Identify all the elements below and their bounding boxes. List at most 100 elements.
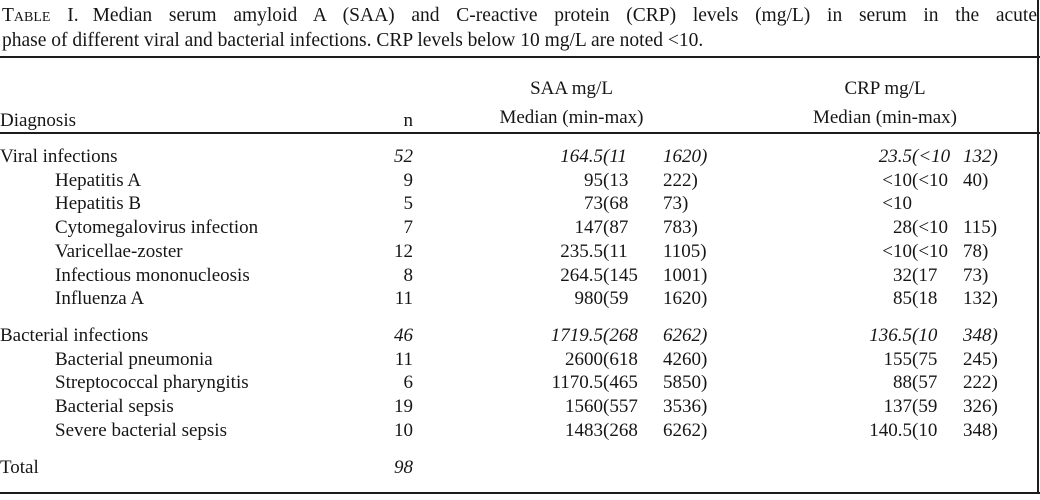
saa-max-cell: 6262): [663, 324, 708, 346]
table-row-influenza-a: Influenza A 11 980 (59 1620) 85 (18 132): [0, 287, 1040, 311]
header-saa: SAA mg/L Median (min-max): [413, 58, 730, 132]
crp-min-cell: (10: [912, 324, 938, 346]
crp-min-cell: (18: [912, 288, 938, 310]
crp-max-cell: 348): [963, 324, 998, 346]
diagnosis-cell: Severe bacterial sepsis: [55, 419, 227, 441]
saa-median-cell: 980: [574, 288, 604, 310]
crp-min-cell: (17: [912, 264, 938, 286]
section-gap: [0, 442, 1040, 456]
saa-max-cell: 1001): [663, 264, 708, 286]
saa-median-cell: 264.5: [560, 264, 603, 286]
header-n: n: [403, 110, 414, 131]
saa-median-cell: [413, 456, 603, 480]
header-crp-median: Median (min-max): [812, 107, 958, 128]
spacer-row: [0, 134, 1040, 145]
saa-max-cell: [663, 456, 730, 480]
crp-median-cell: 137: [883, 396, 913, 418]
crp-min-cell: [912, 456, 963, 480]
crp-min-cell: (<10: [912, 217, 949, 239]
header-saa-median: Median (min-max): [499, 107, 644, 128]
caption-line-1: Table I. Median serum amyloid A (SAA) and…: [2, 3, 1037, 28]
n-cell: 6: [403, 372, 414, 394]
table-row-streptococcal-pharyngitis: Streptococcal pharyngitis 6 1170.5 (465 …: [0, 371, 1040, 395]
crp-max-cell: 115): [963, 217, 998, 239]
crp-max-cell: 326): [963, 396, 998, 418]
saa-min-cell: (68: [603, 193, 629, 215]
section-gap: [0, 311, 1040, 324]
header-saa-unit: SAA mg/L: [530, 78, 613, 99]
table-row-cytomegalovirus: Cytomegalovirus infection 7 147 (87 783)…: [0, 216, 1040, 240]
diagnosis-cell: Bacterial infections: [0, 324, 149, 346]
saa-min-cell: (13: [603, 169, 629, 191]
table-row-hepatitis-a: Hepatitis A 9 95 (13 222) <10 (<10 40): [0, 169, 1040, 193]
table-row-varicellae-zoster: Varicellae-zoster 12 235.5 (11 1105) <10…: [0, 240, 1040, 264]
crp-max-cell: 132): [963, 288, 998, 310]
n-cell: 10: [394, 419, 413, 441]
top-rule: [0, 56, 1040, 58]
crp-max-cell: 245): [963, 348, 998, 370]
crp-median-cell: <10: [882, 169, 912, 191]
table-row-severe-bacterial-sepsis: Severe bacterial sepsis 10 1483 (268 626…: [0, 419, 1040, 443]
crp-max-cell: 40): [963, 169, 989, 191]
saa-min-cell: (557: [603, 396, 638, 418]
crp-median-cell: 140.5: [869, 419, 912, 441]
saa-median-cell: 164.5: [560, 146, 603, 167]
saa-median-cell: 147: [574, 217, 604, 239]
saa-max-cell: 1620): [663, 288, 708, 310]
crp-max-cell: 222): [963, 372, 998, 394]
saa-median-cell: 1719.5: [550, 324, 603, 346]
crp-median-cell: 88: [893, 372, 912, 394]
table-row-bacterial-infections: Bacterial infections 46 1719.5 (268 6262…: [0, 324, 1040, 348]
header-crp: CRP mg/L Median (min-max): [730, 58, 1040, 132]
saa-median-cell: 2600: [565, 348, 603, 370]
caption-line-1-text: Median serum amyloid A (SAA) and C-react…: [92, 5, 1037, 26]
table-caption: Table I. Median serum amyloid A (SAA) and…: [0, 0, 1039, 53]
crp-max-cell: 73): [963, 264, 989, 286]
crp-median-cell: [730, 456, 912, 480]
saa-min-cell: (268: [603, 324, 638, 346]
saa-median-cell: 1483: [565, 419, 603, 441]
diagnosis-cell: Varicellae-zoster: [55, 240, 183, 262]
diagnosis-cell: Total: [0, 457, 39, 479]
saa-max-cell: 222): [663, 169, 698, 191]
scan-edge-line: [1037, 0, 1039, 492]
crp-median-cell: 136.5: [869, 324, 912, 346]
diagnosis-cell: Cytomegalovirus infection: [55, 217, 259, 239]
table-row-hepatitis-b: Hepatitis B 5 73 (68 73) <10: [0, 192, 1040, 216]
diagnosis-cell: Infectious mononucleosis: [55, 264, 250, 286]
n-cell: 12: [394, 240, 413, 262]
crp-median-cell: 23.5: [878, 146, 912, 167]
diagnosis-cell: Influenza A: [55, 288, 145, 310]
table-number-label: Table I.: [2, 5, 79, 26]
saa-min-cell: (465: [603, 372, 638, 394]
saa-min-cell: (618: [603, 348, 638, 370]
crp-min-cell: (<10: [912, 169, 949, 191]
crp-min-cell: [912, 192, 963, 216]
n-cell: 52: [394, 146, 413, 167]
diagnosis-cell: Bacterial pneumonia: [55, 348, 213, 370]
crp-median-cell: 85: [893, 288, 912, 310]
saa-max-cell: 5850): [663, 372, 708, 394]
crp-min-cell: (<10: [912, 146, 951, 167]
data-table: Diagnosis n SAA mg/L Median (min-max) CR…: [0, 58, 1040, 132]
saa-median-cell: 95: [584, 169, 603, 191]
diagnosis-cell: Hepatitis B: [55, 193, 142, 215]
crp-median-cell: 28: [893, 217, 912, 239]
saa-min-cell: [603, 456, 663, 480]
saa-median-cell: 235.5: [560, 240, 603, 262]
n-cell: 11: [394, 288, 413, 310]
saa-max-cell: 4260): [663, 348, 708, 370]
data-table-body: Viral infections 52 164.5 (11 1620) 23.5…: [0, 134, 1040, 480]
header-row: Diagnosis n SAA mg/L Median (min-max) CR…: [0, 58, 1040, 132]
saa-median-cell: 1560: [565, 396, 603, 418]
saa-median-cell: 1170.5: [551, 372, 603, 394]
n-cell: 8: [403, 264, 414, 286]
crp-max-cell: [963, 456, 1040, 480]
n-cell: 46: [394, 324, 413, 346]
n-cell: 98: [394, 457, 413, 479]
crp-min-cell: (10: [912, 419, 938, 441]
caption-line-2: phase of different viral and bacterial i…: [2, 30, 704, 51]
n-cell: 9: [403, 169, 414, 191]
crp-min-cell: (59: [912, 396, 938, 418]
